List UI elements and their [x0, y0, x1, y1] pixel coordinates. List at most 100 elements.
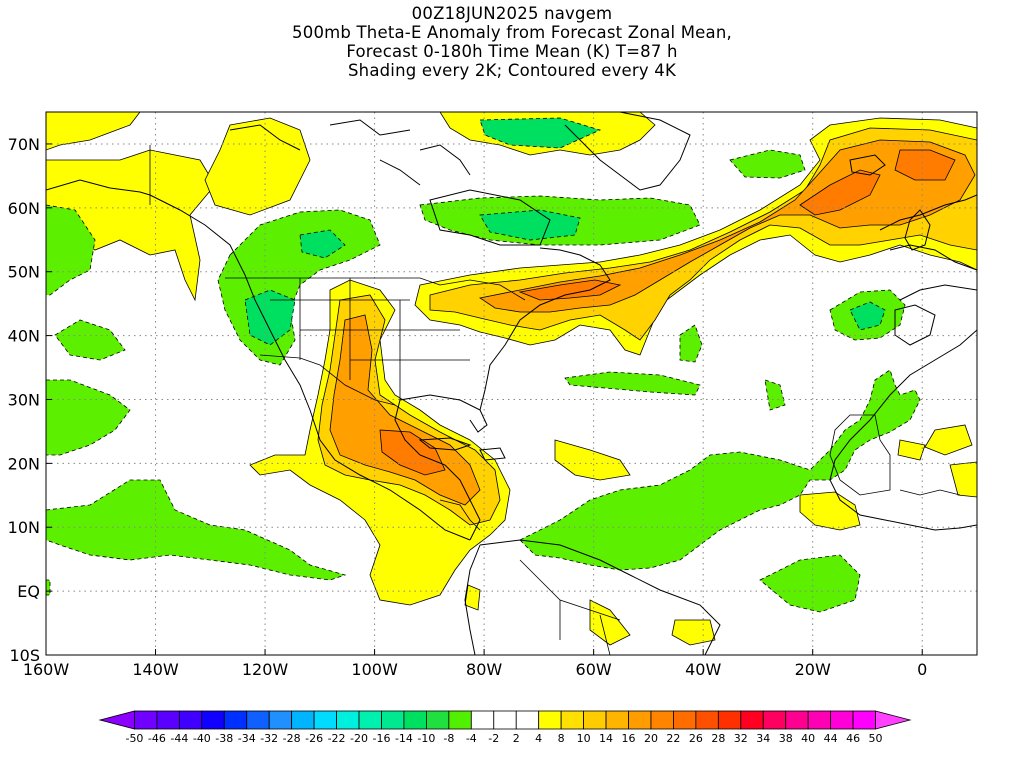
x-tick-label: 60W [576, 660, 612, 679]
colorbar-label: -28 [283, 732, 301, 745]
y-tick-label: 60N [8, 199, 40, 218]
coast-uk [904, 209, 931, 251]
colorbar-swatch [268, 710, 293, 730]
pos-region-sa-east [589, 599, 631, 646]
colorbar-label: -50 [125, 732, 143, 745]
coast-greenland [560, 112, 691, 191]
colorbar-label: -44 [170, 732, 188, 745]
neg-core-baffin [479, 117, 602, 149]
colorbar-swatch [201, 710, 225, 730]
coast-alaska [46, 179, 151, 196]
colorbar-swatch [875, 710, 912, 730]
y-tick-label: 30N [8, 390, 40, 409]
colorbar-label: -4 [466, 732, 477, 745]
colorbar-swatch [740, 710, 764, 730]
colorbar-label: -8 [443, 732, 454, 745]
colorbar-swatch [515, 710, 540, 730]
y-tick-label: 70N [8, 135, 40, 154]
colorbar-label: -22 [328, 732, 346, 745]
title-line-1: 00Z18JUN2025 navgem [411, 4, 613, 23]
pos-region-africa-4 [949, 461, 977, 498]
neg-region-pacific-2 [46, 379, 131, 456]
political-borders [149, 145, 961, 655]
colorbar-label: 40 [801, 732, 815, 745]
colorbar-swatch [493, 710, 517, 730]
x-tick-label: 0 [917, 660, 927, 679]
colorbar-swatch [358, 710, 382, 730]
coast-north-america-east [394, 247, 611, 541]
colorbar-label: -38 [215, 732, 233, 745]
colorbar-label: -20 [350, 732, 368, 745]
y-tick-label: EQ [17, 582, 40, 601]
x-tick-label: 80W [466, 660, 502, 679]
colorbar-label: 8 [558, 732, 565, 745]
neg-region-pacific-1 [54, 319, 126, 361]
x-tick-label: 20W [795, 660, 831, 679]
title-block: 00Z18JUN2025 navgem 500mb Theta-E Anomal… [0, 4, 1024, 80]
pos-region-mid-atlantic [554, 439, 631, 481]
colorbar-swatch [717, 710, 742, 730]
neg-region-gulf-of-guinea [759, 554, 861, 613]
colorbar-swatch [156, 710, 180, 730]
colorbar-swatch [178, 710, 203, 730]
coast-europe [879, 194, 977, 301]
border-us-canada [225, 277, 526, 301]
map-area [46, 112, 977, 655]
pos-region-sa-east-2 [671, 619, 716, 646]
colorbar-swatch [830, 710, 854, 730]
coast-hudson-bay [429, 189, 551, 246]
colorbar-swatch [134, 710, 158, 730]
title-line-3: Forecast 0-180h Time Mean (K) T=87 h [346, 42, 678, 61]
colorbar-label: -40 [193, 732, 211, 745]
title-line-2: 500mb Theta-E Anomaly from Forecast Zona… [292, 23, 732, 42]
colorbar-swatch [628, 710, 652, 730]
pos-region-alaska [46, 112, 141, 151]
mexico-orange [329, 314, 481, 506]
colorbar-swatch [448, 710, 472, 730]
colorbar-swatch [538, 710, 562, 730]
coast-cuba [418, 437, 472, 451]
colorbar: -50 -46 -44 -40 -38 -34 -32 -28 -26 -22 -20 -16 -14-… [98, 710, 912, 745]
title-line-4: Shading every 2K; Contoured every 4K [347, 61, 677, 80]
x-axis-ticks: 160W 140W 120W 100W 80W 60W 40W 20W 0 [23, 649, 927, 679]
colorbar-label: 4 [535, 732, 542, 745]
x-tick-label: 140W [132, 660, 179, 679]
map-frame [45, 111, 978, 656]
colorbar-label: 26 [689, 732, 703, 745]
colorbar-swatch [583, 710, 607, 730]
colorbar-label: 10 [577, 732, 591, 745]
colorbar-label: -10 [417, 732, 435, 745]
colorbar-label: 16 [622, 732, 636, 745]
coast-iberia [894, 304, 936, 346]
colorbar-label: 14 [599, 732, 613, 745]
colorbar-label: -2 [488, 732, 499, 745]
neg-region-greenland-sw [729, 149, 806, 179]
colorbar-swatch [403, 710, 427, 730]
colorbar-swatch [246, 710, 270, 730]
colorbar-swatch [470, 710, 495, 730]
colorbar-label: -46 [148, 732, 166, 745]
coast-hispaniola [479, 447, 506, 461]
colorbar-label: 28 [711, 732, 725, 745]
mexico-dark [379, 429, 446, 476]
neg-region-mid-atlantic-band [564, 371, 701, 396]
colorbar-label: -26 [305, 732, 323, 745]
y-tick-label: 50N [8, 263, 40, 282]
colorbar-swatch [425, 710, 450, 730]
neg-core-bc [299, 229, 346, 259]
colorbar-swatch [223, 710, 248, 730]
colorbar-label: -34 [238, 732, 256, 745]
colorbar-swatch [785, 710, 809, 730]
grid-lines [46, 112, 977, 655]
colorbar-swatch [673, 710, 697, 730]
neg-core-azores [849, 301, 886, 331]
colorbar-label: 44 [824, 732, 838, 745]
colorbar-label: 34 [756, 732, 770, 745]
coast-south-america-west [464, 544, 481, 655]
y-tick-label: 20N [8, 454, 40, 473]
colorbar-swatch [852, 710, 876, 730]
colorbar-swatch [336, 710, 360, 730]
border-africa [829, 414, 961, 496]
x-tick-label: 100W [351, 660, 398, 679]
